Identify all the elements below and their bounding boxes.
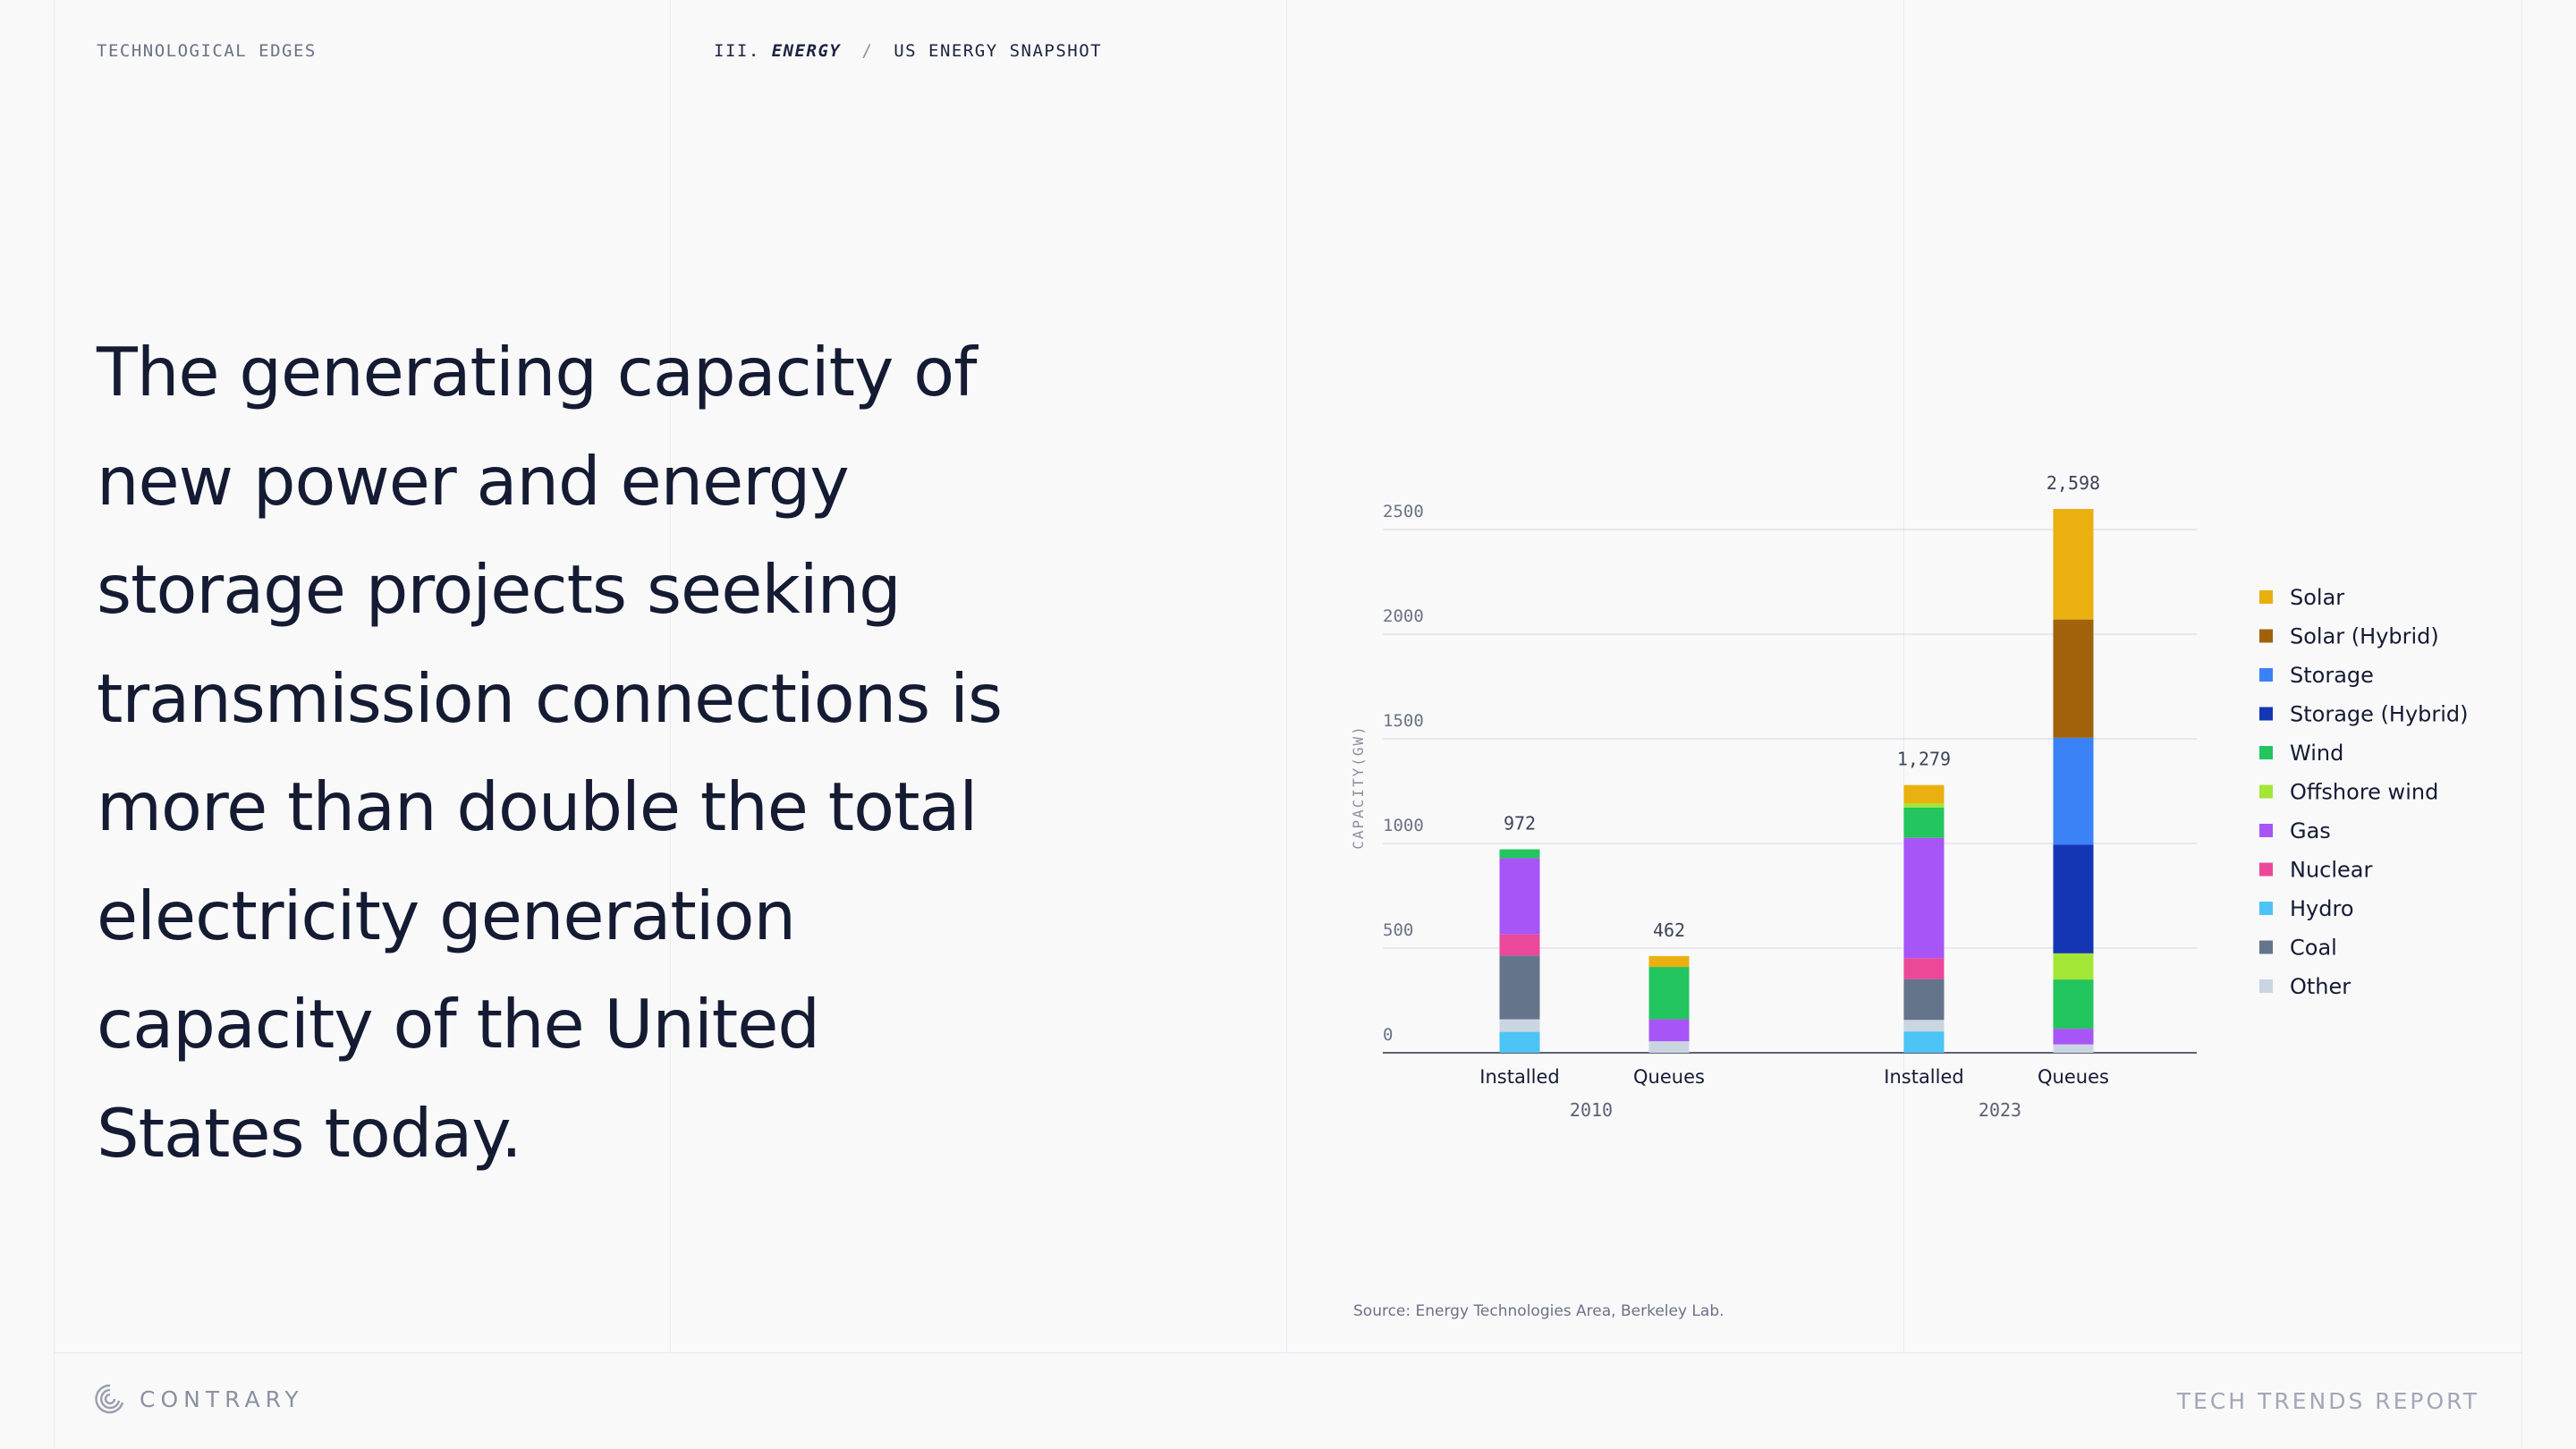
bar-segment-other [1648,1041,1690,1053]
bar-segment-solar [1903,784,1945,804]
bar-total-label: 2,598 [2046,472,2100,494]
legend-label: Storage [2290,663,2374,688]
legend-swatch [2259,824,2273,837]
legend-swatch [2259,668,2273,682]
legend-label: Other [2290,974,2351,999]
bar-segment-gas [1903,837,1945,959]
section-label: TECHNOLOGICAL EDGES [97,41,317,61]
headline: The generating capacity of new power and… [97,333,1003,1173]
bar-segment-wind [1648,967,1690,1020]
x-category-label: Queues [2038,1066,2109,1088]
bar-segment-other [1903,1020,1945,1032]
x-category-label: Queues [1633,1066,1705,1088]
x-category-label: Installed [1884,1066,1963,1088]
bar-segment-wind [2053,979,2094,1030]
legend-swatch [2259,940,2273,954]
y-tick-label: 2000 [1383,606,1424,626]
panel-divider [54,0,55,1449]
panel-divider [670,0,671,1352]
bar-segment-solar-hybrid [2053,619,2094,738]
bar-segment-storage-hybrid [2053,844,2094,953]
bar-segment-storage [2053,737,2094,845]
footer-brand: CONTRARY [140,1385,304,1412]
bar-segment-solar [2053,509,2094,620]
legend-label: Hydro [2290,896,2354,921]
breadcrumb-page: US ENERGY SNAPSHOT [894,41,1103,61]
legend-label: Offshore wind [2290,780,2438,805]
legend-swatch [2259,979,2273,993]
legend-label: Gas [2290,818,2331,843]
panel-divider [2521,0,2522,1449]
bar-segment-nuclear [1903,958,1945,979]
bar-segment-hydro [1499,1031,1540,1053]
bar-segment-other [1499,1019,1540,1032]
y-tick-label: 0 [1383,1025,1393,1045]
bar-segment-offshore-wind [2053,953,2094,980]
bar-segment-nuclear [1499,934,1540,956]
source-note: Source: Energy Technologies Area, Berkel… [1353,1302,1724,1320]
x-category-label: Installed [1479,1066,1559,1088]
legend-label: Nuclear [2290,858,2373,883]
y-axis-title: CAPACITY(GW) [1350,724,1367,850]
legend-label: Storage (Hybrid) [2290,702,2469,727]
y-tick-label: 2500 [1383,502,1424,521]
legend-swatch [2259,629,2273,643]
footer-report-title: TECH TRENDS REPORT [2176,1388,2479,1414]
breadcrumb-separator: / [861,41,874,61]
legend-swatch [2259,902,2273,915]
legend-swatch [2259,784,2273,799]
bar-segment-solar [1648,955,1690,968]
legend-swatch [2259,862,2273,877]
bar-segment-gas [2053,1029,2094,1045]
bar-segment-wind [1903,807,1945,838]
bar-segment-gas [1648,1019,1690,1042]
footer-divider [54,1352,2522,1353]
breadcrumb: III. ENERGY / US ENERGY SNAPSHOT [714,41,1102,61]
bar-segment-gas [1499,858,1540,935]
panel-divider [1903,0,1904,1352]
breadcrumb-prefix: III. [714,41,760,61]
x-group-label: 2023 [1979,1099,2021,1121]
bar-total-label: 972 [1504,813,1536,835]
bar-segment-offshore-wind [1903,803,1945,808]
bar-segment-other [2053,1044,2094,1053]
bar-segment-coal [1499,955,1540,1020]
bar-segment-hydro [1903,1031,1945,1053]
contrary-logo-icon [95,1384,124,1414]
y-tick-label: 500 [1383,920,1413,940]
legend-swatch [2259,707,2273,721]
legend-swatch [2259,590,2273,604]
breadcrumb-chapter[interactable]: ENERGY [771,41,842,61]
y-tick-label: 1000 [1383,816,1424,835]
bar-total-label: 1,279 [1897,749,1951,770]
legend-label: Coal [2290,936,2337,961]
bar-segment-coal [1903,979,1945,1021]
x-group-label: 2010 [1570,1099,1613,1121]
legend-label: Wind [2290,741,2343,766]
legend-label: Solar [2290,585,2344,610]
capacity-chart: 0 500 1000 1500 2000 2500 CAPACITY(GW) 972 Insta… [1350,472,2469,1121]
bar-segment-wind [1499,849,1540,859]
legend-label: Solar (Hybrid) [2290,624,2439,649]
panel-divider [1286,0,1287,1352]
bar-total-label: 462 [1653,919,1685,941]
legend-swatch [2259,746,2273,759]
y-tick-label: 1500 [1383,711,1424,731]
footer-logo[interactable]: CONTRARY [95,1383,304,1415]
